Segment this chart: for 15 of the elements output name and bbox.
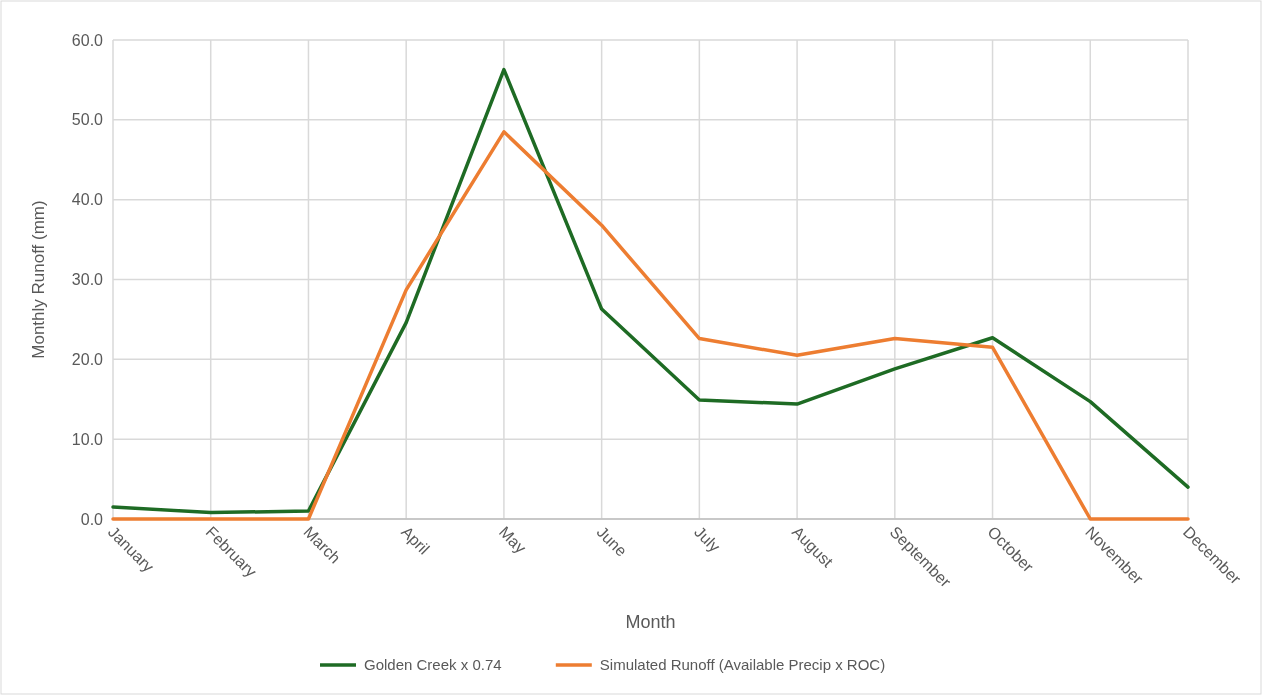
legend-label: Golden Creek x 0.74 [364, 656, 502, 674]
x-axis-title: Month [625, 612, 676, 632]
legend-label: Simulated Runoff (Available Precip x ROC) [599, 656, 886, 674]
y-tick-label: 60.0 [71, 31, 104, 49]
y-tick-label: 20.0 [71, 350, 104, 368]
y-tick-label: 0.0 [80, 510, 104, 528]
y-tick-label: 10.0 [71, 430, 104, 448]
y-tick-label: 30.0 [71, 271, 104, 289]
x-tick-label: May [495, 523, 530, 557]
line-series [111, 67, 1190, 515]
x-tick-label: July [691, 523, 724, 556]
x-tick-label: April [398, 523, 433, 558]
y-tick-label: 50.0 [71, 111, 104, 129]
y-axis-title: Monthly Runoff (mm) [29, 200, 48, 359]
y-tick-label: 40.0 [71, 191, 104, 209]
